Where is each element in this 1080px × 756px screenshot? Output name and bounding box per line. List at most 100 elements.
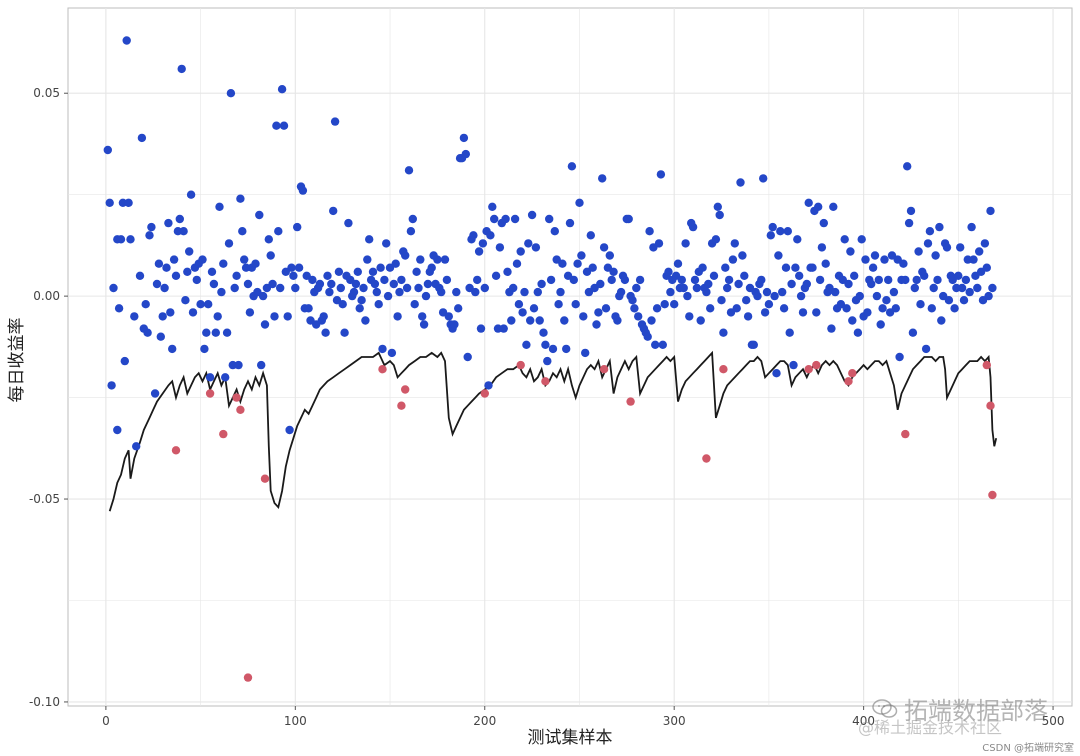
var-line: [108, 350, 998, 512]
data-point-normal: [404, 166, 414, 175]
data-point-normal: [706, 304, 715, 313]
data-point-normal: [490, 214, 499, 224]
data-point-normal: [709, 271, 719, 280]
data-point-normal: [545, 214, 554, 224]
data-point-normal: [588, 263, 597, 272]
data-point-normal: [906, 206, 916, 216]
data-point-normal: [933, 275, 942, 285]
data-point-normal: [260, 320, 270, 329]
wechat-icon: [872, 698, 898, 718]
data-point-normal: [258, 291, 268, 301]
y-tick-label: -0.10: [29, 695, 60, 709]
data-point-normal: [344, 218, 353, 228]
data-point-exceed: [219, 429, 228, 439]
data-point-normal: [204, 300, 213, 309]
data-point-normal: [742, 296, 751, 305]
data-point-normal: [469, 231, 478, 240]
data-point-normal: [510, 214, 520, 224]
data-point-normal: [437, 287, 446, 297]
data-point-normal: [107, 381, 116, 390]
data-point-normal: [925, 227, 935, 236]
data-point-normal: [145, 231, 154, 240]
data-point-normal: [401, 251, 410, 260]
x-tick-label: 0: [102, 714, 110, 728]
data-point-normal: [363, 255, 372, 264]
data-point-normal: [923, 239, 933, 248]
data-point-normal: [935, 222, 944, 232]
data-point-normal: [330, 117, 340, 126]
data-point-normal: [480, 283, 489, 293]
data-point-normal: [643, 332, 652, 341]
data-point-normal: [114, 304, 124, 313]
data-point-normal: [850, 271, 859, 280]
data-point-normal: [476, 324, 486, 333]
data-point-normal: [717, 296, 726, 305]
data-point-normal: [670, 300, 679, 309]
data-point-normal: [766, 231, 775, 240]
data-point-normal: [459, 133, 469, 143]
data-point-normal: [327, 279, 336, 289]
data-point-exceed: [812, 360, 821, 370]
data-point-exceed: [599, 365, 609, 374]
data-point-normal: [224, 239, 234, 248]
data-point-normal: [814, 202, 823, 211]
data-point-normal: [696, 316, 705, 325]
data-point-normal: [749, 340, 758, 349]
data-point-normal: [177, 64, 186, 74]
data-point-normal: [550, 227, 559, 236]
data-point-normal: [414, 283, 423, 293]
data-point-normal: [238, 227, 247, 236]
axes: 0 100 200 300 400 500 -0.10 -0.05 0.00 0.05: [29, 86, 1065, 728]
data-point-normal: [984, 291, 993, 301]
data-point-normal: [321, 328, 330, 337]
data-point-normal: [512, 259, 522, 268]
data-point-normal: [171, 271, 181, 280]
data-point-normal: [387, 348, 397, 358]
panel-background: [67, 7, 1073, 707]
data-point-normal: [690, 275, 700, 285]
data-point-normal: [861, 255, 870, 264]
data-point-normal: [785, 328, 794, 337]
data-point-normal: [795, 271, 804, 280]
data-point-normal: [236, 194, 245, 203]
data-point-normal: [647, 316, 656, 325]
data-point-normal: [357, 296, 366, 305]
data-point-normal: [778, 287, 787, 297]
data-point-normal: [141, 300, 150, 309]
data-point-normal: [685, 312, 694, 321]
data-point-normal: [732, 304, 741, 313]
data-point-normal: [135, 271, 145, 280]
data-point-normal: [150, 389, 160, 398]
data-point-normal: [776, 227, 785, 236]
data-point-normal: [507, 316, 516, 325]
data-point-normal: [406, 227, 416, 236]
data-point-normal: [478, 239, 488, 248]
data-point-normal: [103, 145, 113, 155]
watermark-sub: @稀土掘金技术社区: [857, 718, 1002, 737]
data-point-normal: [719, 328, 728, 337]
data-point-normal: [359, 283, 368, 293]
data-point-exceed: [626, 397, 635, 406]
data-point-normal: [105, 198, 114, 207]
data-point-normal: [272, 121, 281, 130]
data-point-normal: [738, 251, 747, 260]
data-point-normal: [495, 243, 505, 252]
data-point-normal: [198, 255, 207, 264]
data-point-normal: [969, 255, 978, 264]
data-point-normal: [903, 162, 912, 171]
data-point-normal: [740, 271, 749, 280]
data-point-exceed: [378, 365, 387, 374]
data-point-normal: [353, 267, 362, 276]
x-axis-title: 测试集样本: [528, 728, 613, 748]
data-point-normal: [819, 218, 828, 228]
data-point-normal: [757, 275, 766, 285]
data-point-normal: [829, 202, 838, 211]
data-point-exceed: [232, 393, 241, 402]
data-point-normal: [645, 227, 654, 236]
data-point-normal: [954, 271, 963, 280]
data-point-normal: [931, 251, 940, 260]
data-point-normal: [440, 255, 450, 264]
data-point-exceed: [236, 405, 245, 414]
data-point-normal: [921, 344, 931, 354]
data-point-exceed: [480, 389, 489, 398]
